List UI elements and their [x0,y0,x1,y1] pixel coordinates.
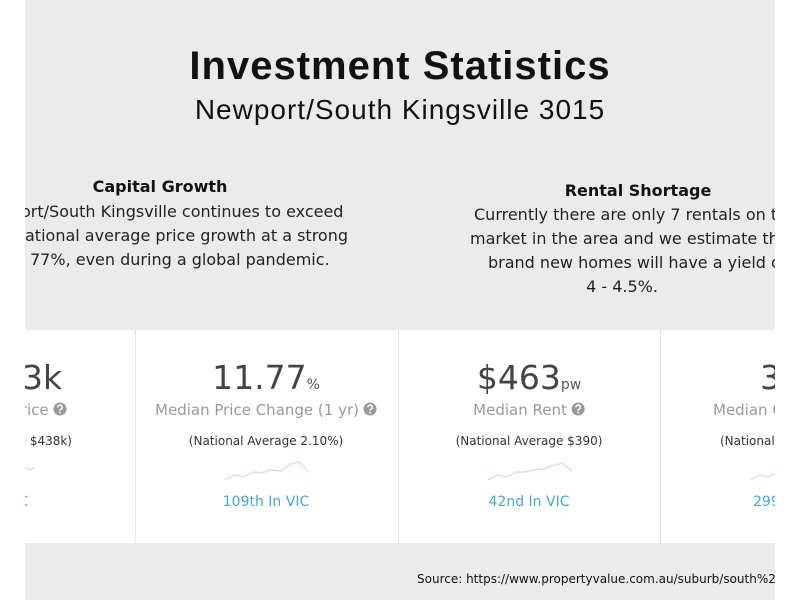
stat-cards: 3k Price ge $438k) IC 11.77% Median Pric… [25,330,775,543]
national-average: ge $438k) [25,434,72,448]
slide: Investment Statistics Newport/South King… [25,0,775,600]
national-average: (National [720,434,775,448]
stat-label: Median C [713,401,775,419]
rank: 42nd In VIC [488,494,570,510]
card: 3 Median C (National 299 [660,330,775,543]
text-line: market in the area and we estimate th [470,229,775,248]
sparkline [25,466,35,471]
stat-value: 3k [25,358,63,397]
help-icon[interactable] [363,402,377,416]
text-line: ational average price growth at a strong [25,226,349,245]
text-line: ort/South Kingsville continues to exceed [25,202,344,221]
text-line: Currently there are only 7 rentals on t [474,205,775,224]
stat-value: 11.77 [212,358,307,397]
stat-label: Price [25,401,49,419]
stat-unit: % [306,377,320,393]
text-line: brand new homes will have a yield o [488,253,775,272]
card: $463pw Median Rent (National Average $39… [398,330,661,543]
sparkline [750,472,775,481]
heading: Rental Shortage [564,181,712,200]
card: 11.77% Median Price Change (1 yr) (Natio… [135,330,399,543]
help-icon[interactable] [53,402,67,416]
rank: 109th In VIC [222,494,310,510]
sparkline [488,462,572,481]
help-icon[interactable] [571,402,585,416]
text-line: 77%, even during a global pandemic. [30,250,330,269]
stat-value: 3 [760,358,775,397]
title: Investment Statistics [189,44,611,88]
stat-value: $463 [476,358,561,397]
text-line: 4 - 4.5%. [586,277,658,296]
national-average: (National Average 2.10%) [188,434,344,448]
rank: IC [25,494,28,510]
card: 3k Price ge $438k) IC [25,330,136,543]
sparkline [225,461,309,481]
stat-label: Median Rent [473,401,567,419]
source: Source: https://www.propertyvalue.com.au… [417,572,775,586]
subtitle: Newport/South Kingsville 3015 [194,94,606,125]
stat-unit: pw [560,377,582,393]
rank: 299 [753,494,775,510]
national-average: (National Average $390) [455,434,603,448]
heading: Capital Growth [92,177,228,196]
stat-label: Median Price Change (1 yr) [155,401,359,419]
